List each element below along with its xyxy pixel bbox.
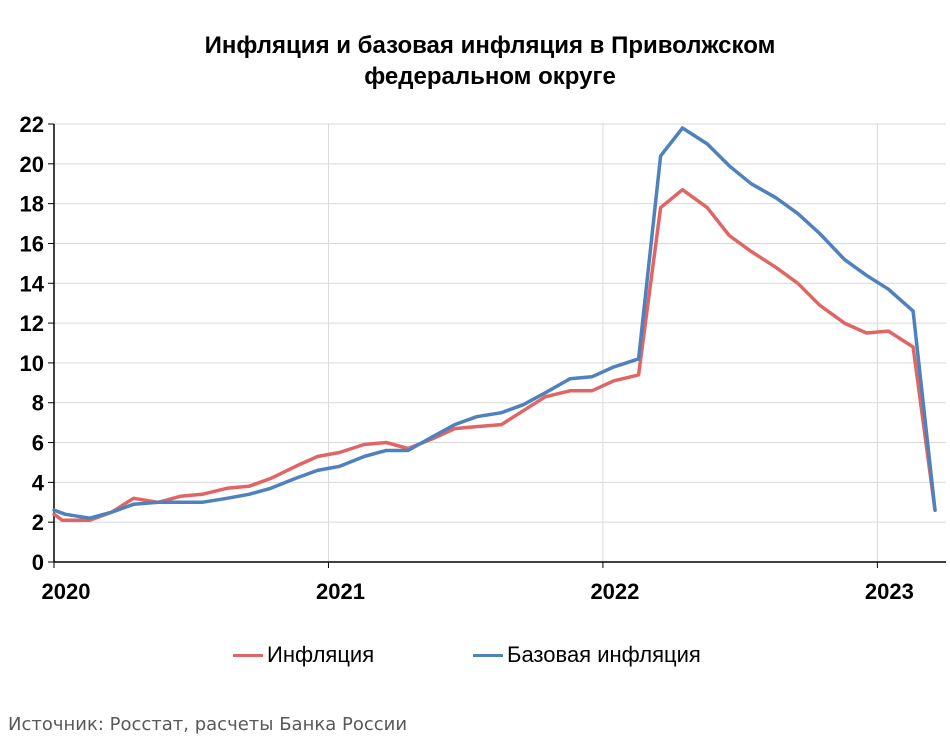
y-tick-label: 0: [32, 550, 44, 575]
chart-title-line-2: федеральном округе: [364, 63, 616, 90]
x-axis-ticks: 2020 2021 2022 2023: [42, 562, 914, 604]
chart-title: Инфляция и базовая инфляция в Приволжско…: [0, 30, 950, 92]
series-line-inflation: [52, 187, 937, 522]
series-line-core-inflation: [52, 126, 937, 520]
y-tick-label: 14: [20, 271, 45, 296]
y-axis-ticks: 0 2 4 6 8 10 12 14 16 18 20 22: [20, 112, 54, 575]
y-tick-label: 6: [32, 431, 44, 456]
y-tick-label: 10: [20, 351, 44, 376]
axes: [53, 124, 946, 563]
x-tick-label: 2022: [590, 579, 639, 604]
y-tick-label: 2: [32, 510, 44, 535]
legend-swatch-inflation: [233, 653, 263, 657]
legend-swatch-core-inflation: [473, 653, 503, 657]
legend: Инфляция Базовая инфляция: [0, 642, 950, 672]
legend-item-core-inflation: Базовая инфляция: [473, 642, 701, 668]
y-tick-label: 18: [20, 192, 44, 217]
y-tick-label: 12: [20, 311, 44, 336]
series-lines: [52, 126, 937, 522]
y-tick-label: 22: [20, 112, 44, 137]
x-tick-label: 2023: [865, 579, 914, 604]
y-tick-label: 4: [32, 470, 45, 495]
legend-label-core-inflation: Базовая инфляция: [507, 642, 701, 667]
y-tick-label: 20: [20, 152, 44, 177]
y-tick-label: 8: [32, 391, 44, 416]
x-tick-label: 2021: [316, 579, 365, 604]
y-tick-label: 16: [20, 231, 44, 256]
chart-title-line-1: Инфляция и базовая инфляция в Приволжско…: [204, 32, 776, 59]
legend-label-inflation: Инфляция: [267, 642, 375, 667]
legend-item-inflation: Инфляция: [233, 642, 374, 668]
x-tick-label: 2020: [42, 579, 91, 604]
source-note: Источник: Росстат, расчеты Банка России: [8, 714, 408, 735]
